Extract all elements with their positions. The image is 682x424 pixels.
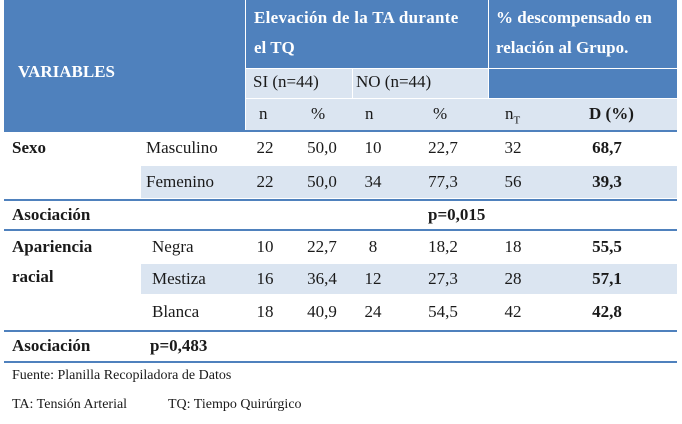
group-subheader: SI (n=44) NO (n=44) <box>245 68 489 98</box>
nt-cell: 42 <box>504 302 522 321</box>
association-row: Asociación p=0,015 <box>4 201 677 229</box>
si-pct-cell: 36,4 <box>307 269 337 288</box>
no-pct-cell: 77,3 <box>428 172 458 191</box>
decompensated-header-line1: % descompensado en <box>496 8 652 27</box>
d-pct-cell: 57,1 <box>592 269 622 288</box>
no-pct-header: % <box>433 104 448 123</box>
source-note: Fuente: Planilla Recopiladora de Datos <box>12 368 232 383</box>
nt-cell: 56 <box>504 172 522 191</box>
category-cell: Blanca <box>152 302 200 321</box>
no-n-cell: 34 <box>364 172 382 191</box>
association-label: Asociación <box>12 205 91 224</box>
table-row: Apariencia Negra 10 22,7 8 18,2 18 55,5 <box>4 231 677 263</box>
association-label: Asociación <box>12 336 91 355</box>
tq-note: TQ: Tiempo Quirúrgico <box>168 397 302 412</box>
no-n-cell: 8 <box>368 237 378 256</box>
category-cell: Masculino <box>146 138 218 157</box>
table-row: Mestiza 16 36,4 12 27,3 28 57,1 <box>141 264 677 294</box>
d-pct-cell: 42,8 <box>592 302 622 321</box>
table-row: Femenino 22 50,0 34 77,3 56 39,3 <box>141 166 677 198</box>
si-n-header: n <box>259 104 268 123</box>
ta-note: TA: Tensión Arterial <box>12 397 128 412</box>
table-row: Sexo Masculino 22 50,0 10 22,7 32 68,7 <box>4 132 677 164</box>
column-subheader: n % n % nT D (%) <box>245 99 677 130</box>
no-group-header: NO (n=44) <box>356 72 432 91</box>
table-row: Blanca 18 40,9 24 54,5 42 42,8 <box>4 296 677 328</box>
association-value: p=0,015 <box>428 205 486 224</box>
no-pct-cell: 54,5 <box>428 302 458 321</box>
raza-label-cont: racial <box>4 262 134 292</box>
category-cell: Negra <box>152 237 194 256</box>
association-value: p=0,483 <box>150 336 208 355</box>
d-pct-cell: 55,5 <box>592 237 622 256</box>
elevation-header-line1: Elevación de la TA durante <box>254 8 459 27</box>
sexo-label: Sexo <box>12 138 46 157</box>
raza-label-line1: Apariencia <box>12 237 93 256</box>
decompensated-header-line2: relación al Grupo. <box>496 38 629 57</box>
si-n-cell: 22 <box>256 138 274 157</box>
no-pct-cell: 22,7 <box>428 138 458 157</box>
si-n-cell: 10 <box>256 237 274 256</box>
d-pct-cell: 39,3 <box>592 172 622 191</box>
si-pct-cell: 50,0 <box>307 172 337 191</box>
si-pct-cell: 50,0 <box>307 138 337 157</box>
si-group-header: SI (n=44) <box>253 72 319 91</box>
table-header: VARIABLES Elevación de la TA durante el … <box>4 0 677 130</box>
elevation-header-line2: el TQ <box>254 38 295 57</box>
no-n-cell: 24 <box>364 302 382 321</box>
no-pct-cell: 18,2 <box>428 237 458 256</box>
d-pct-header: D (%) <box>589 104 634 123</box>
nt-cell: 28 <box>504 269 522 288</box>
no-n-cell: 12 <box>364 269 382 288</box>
si-n-cell: 18 <box>256 302 274 321</box>
si-n-cell: 16 <box>256 269 274 288</box>
nt-cell: 32 <box>504 138 522 157</box>
no-n-header: n <box>365 104 374 123</box>
raza-label-line2: racial <box>12 267 54 286</box>
category-cell: Mestiza <box>152 269 206 288</box>
d-pct-cell: 68,7 <box>592 138 622 157</box>
category-cell: Femenino <box>146 172 214 191</box>
si-pct-header: % <box>311 104 326 123</box>
variables-header: VARIABLES <box>18 62 116 81</box>
no-n-cell: 10 <box>364 138 382 157</box>
si-pct-cell: 22,7 <box>307 237 337 256</box>
si-n-cell: 22 <box>256 172 274 191</box>
nt-cell: 18 <box>504 237 522 256</box>
nt-header: nT <box>505 104 521 127</box>
no-pct-cell: 27,3 <box>428 269 458 288</box>
si-pct-cell: 40,9 <box>307 302 337 321</box>
association-row: Asociación p=0,483 <box>4 332 677 360</box>
